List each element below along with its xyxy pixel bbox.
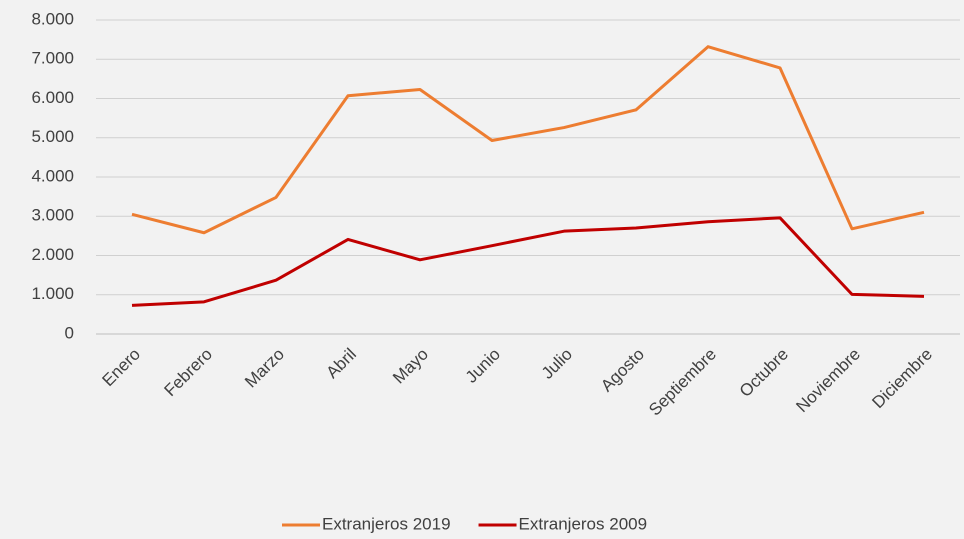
x-tick-label: Mayo xyxy=(389,345,432,388)
x-tick-label: Abril xyxy=(323,345,360,382)
x-tick-label: Noviembre xyxy=(792,345,864,417)
legend-label: Extranjeros 2019 xyxy=(322,514,451,533)
x-tick-label: Febrero xyxy=(160,345,216,401)
legend-label: Extranjeros 2009 xyxy=(519,514,648,533)
x-tick-label: Diciembre xyxy=(868,345,936,413)
y-tick-label: 4.000 xyxy=(31,166,74,185)
x-tick-label: Octubre xyxy=(736,345,792,401)
x-tick-label: Junio xyxy=(462,345,504,387)
y-tick-label: 7.000 xyxy=(31,49,74,68)
series-line xyxy=(131,216,925,307)
x-tick-label: Marzo xyxy=(241,345,288,392)
y-tick-label: 2.000 xyxy=(31,245,74,264)
y-tick-label: 8.000 xyxy=(31,9,74,28)
x-tick-label: Septiembre xyxy=(645,345,720,420)
series-line xyxy=(131,45,925,235)
y-tick-label: 0 xyxy=(65,323,74,342)
y-tick-label: 6.000 xyxy=(31,88,74,107)
y-tick-label: 5.000 xyxy=(31,127,74,146)
y-tick-label: 1.000 xyxy=(31,284,74,303)
x-tick-label: Julio xyxy=(538,345,576,383)
x-tick-label: Agosto xyxy=(597,345,648,396)
x-tick-label: Enero xyxy=(98,345,144,391)
y-tick-label: 3.000 xyxy=(31,206,74,225)
